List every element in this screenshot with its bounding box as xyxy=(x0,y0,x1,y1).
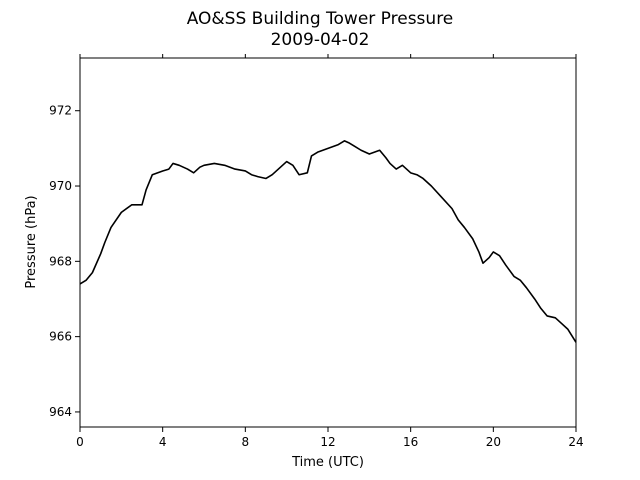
x-axis: 0 4 8 12 16 20 24 xyxy=(76,54,584,449)
y-tick-label: 966 xyxy=(49,330,72,344)
pressure-series-line xyxy=(79,140,577,343)
x-tick-label: 12 xyxy=(320,435,335,449)
y-axis: 964 966 968 970 972 xyxy=(49,104,80,419)
y-tick-label: 968 xyxy=(49,254,72,268)
y-axis-label: Pressure (hPa) xyxy=(24,195,39,288)
x-tick-label: 16 xyxy=(403,435,418,449)
x-tick-label: 24 xyxy=(568,435,583,449)
x-tick-label: 4 xyxy=(159,435,167,449)
y-tick-label: 972 xyxy=(49,104,72,118)
x-tick-label: 0 xyxy=(76,435,84,449)
x-tick-label: 20 xyxy=(486,435,501,449)
chart-title: AO&SS Building Tower Pressure xyxy=(187,9,454,29)
x-axis-label: Time (UTC) xyxy=(291,455,364,470)
y-tick-label: 964 xyxy=(49,405,72,419)
y-tick-label: 970 xyxy=(49,179,72,193)
plot-frame xyxy=(79,57,577,428)
chart-subtitle: 2009-04-02 xyxy=(271,30,370,50)
x-tick-label: 8 xyxy=(242,435,250,449)
